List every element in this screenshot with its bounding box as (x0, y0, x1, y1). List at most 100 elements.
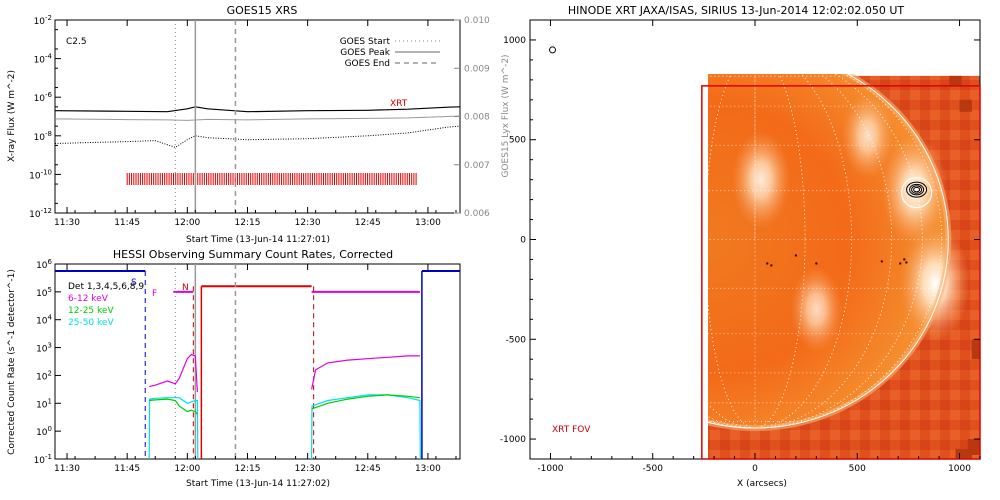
xrt-y-tick-label: -1000 (500, 435, 526, 445)
xrt-bright-region (841, 92, 894, 179)
hessi-series-layer (55, 264, 460, 460)
goes-yr-tick-label: 0.007 (464, 161, 490, 171)
goes-legend: GOES Start GOES Peak GOES End (340, 37, 440, 69)
hessi-x-tick-label: 12:00 (174, 464, 200, 474)
hessi-series-25-50-keV (311, 394, 421, 460)
xrt-offdisk-dark-block (955, 449, 972, 459)
xrt-offdisk-dark-block (971, 339, 980, 360)
goes-yr-tick-label: 0.008 (464, 113, 490, 123)
goes-yr-tick-label: 0.010 (464, 16, 490, 26)
goes-x-tick-label: 11:30 (54, 218, 80, 228)
goes-yr-tick-label: 0.009 (464, 64, 490, 74)
goes-ylabel-right: GOES15 Lyx Flux (W m^-2) (501, 54, 511, 177)
goes-legend-end: GOES End (345, 59, 390, 69)
hessi-y-tick-label: 10-1 (34, 453, 52, 466)
hessi-legend-6-12: 6-12 keV (68, 294, 109, 304)
hessi-x-tick-label: 12:15 (235, 464, 261, 474)
xrt-dark-spot (903, 258, 906, 261)
hessi-ylabel: Corrected Count Rate (s^-1 detector^-1) (7, 269, 17, 455)
xrt-y-tick-label: 0 (520, 236, 526, 246)
goes-ylabel-left: X-ray Flux (W m^-2) (7, 70, 17, 162)
goes-title: GOES15 XRS (227, 4, 298, 17)
goes-yr-tick-label: 0.006 (464, 209, 490, 219)
xrt-image (708, 74, 980, 459)
goes-series-lyman (54, 115, 461, 121)
goes-legend-start: GOES Start (340, 37, 391, 47)
goes-axes-layer: 11:30 11:45 12:00 12:15 12:30 12:45 13:00 10-12… (29, 14, 490, 228)
goes-xrt-times (126, 173, 417, 185)
xrt-dark-spot (766, 262, 769, 265)
hessi-x-tick-label: 13:00 (415, 464, 441, 474)
hessi-x-tick-label: 11:30 (54, 464, 80, 474)
xrt-y-tick-label: -500 (506, 335, 527, 345)
xrt-longitude-line (708, 74, 853, 429)
xrt-fov-label: XRT FOV (552, 425, 591, 435)
xrt-x-tick-label: 0 (752, 464, 758, 474)
hessi-legend-12-25: 12-25 keV (68, 306, 114, 316)
hessi-flag-s: S (131, 278, 137, 288)
xrt-bright-region (731, 130, 791, 229)
hessi-x-tick-label: 12:30 (295, 464, 321, 474)
goes-y-tick-label: 10-8 (34, 130, 52, 143)
hessi-y-tick-label: 106 (36, 258, 52, 271)
xrt-axes-layer: -1000 -500 0 500 1000 -1000 -500 0 500 1000 (500, 19, 981, 474)
hessi-y-tick-label: 101 (36, 397, 52, 410)
xrt-longitude-line (708, 74, 806, 429)
hessi-title: HESSI Observing Summary Count Rates, Cor… (113, 248, 393, 261)
goes-y-tick-label: 10-2 (34, 14, 52, 27)
goes-y-tick-label: 10-12 (29, 207, 52, 220)
goes-x-tick-label: 12:45 (355, 218, 381, 228)
xrt-fov-box (701, 85, 981, 460)
hessi-y-tick-label: 104 (36, 314, 52, 327)
xrt-region-circle (900, 177, 933, 209)
hessi-y-tick-label: 103 (36, 342, 52, 355)
xrt-dark-spot (815, 262, 818, 265)
xrt-contour (906, 181, 928, 198)
goes-series-layer (54, 20, 461, 213)
goes-x-tick-label: 12:30 (295, 218, 321, 228)
goes-x-tick-label: 13:00 (415, 218, 441, 228)
hessi-series-6-12-keV (149, 353, 198, 393)
goes-series-short (54, 125, 461, 148)
goes-xlabel: Start Time (13-Jun-14 11:27:01) (186, 235, 330, 245)
xrt-limb (708, 74, 949, 429)
hessi-y-tick-label: 100 (36, 425, 52, 438)
goes-series-long (54, 106, 461, 113)
goes-y-tick-label: 10-6 (34, 91, 53, 104)
goes-y-tick-label: 10-4 (34, 53, 53, 66)
xrt-title: HINODE XRT JAXA/ISAS, SIRIUS 13-Jun-2014… (568, 4, 905, 17)
goes-panel: GOES15 XRS 11:30 11:45 12:00 12:15 12:30 12:4… (7, 4, 511, 245)
goes-legend-peak: GOES Peak (340, 48, 390, 58)
hessi-series-12-25-keV (311, 394, 420, 410)
hessi-series-25-50-keV (148, 397, 199, 460)
goes-x-tick-label: 11:45 (114, 218, 140, 228)
xrt-panel: HINODE XRT JAXA/ISAS, SIRIUS 13-Jun-2014… (500, 4, 981, 489)
xrt-dark-spot (794, 254, 798, 257)
xrt-y-tick-label: 1000 (503, 36, 526, 46)
xrt-x-tick-label: -1000 (537, 464, 563, 474)
goes-x-tick-label: 12:00 (174, 218, 200, 228)
xrt-dark-spot (905, 261, 908, 264)
xrt-x-tick-label: 500 (849, 464, 866, 474)
xrt-x-tick-label: -500 (643, 464, 664, 474)
hessi-x-tick-label: 12:45 (355, 464, 381, 474)
hessi-y-tick-label: 102 (36, 369, 52, 382)
xrt-bright-region (790, 266, 843, 353)
hessi-flag-n: N (182, 283, 189, 293)
hessi-series-6-12-keV (311, 355, 420, 390)
xrt-contour (913, 186, 921, 193)
hessi-series-12-25-keV (149, 398, 198, 415)
hessi-x-tick-label: 11:45 (114, 464, 140, 474)
hessi-panel: HESSI Observing Summary Count Rates, Cor… (7, 248, 461, 489)
xrt-offdisk-dark-block (959, 99, 972, 112)
goes-class-label: C2.5 (66, 37, 87, 47)
goes-x-tick-label: 12:15 (235, 218, 261, 228)
hessi-flag-f: F (152, 289, 157, 299)
xrt-offdisk-dark-block (949, 75, 962, 86)
xrt-dark-spot (899, 262, 902, 265)
hessi-y-tick-label: 105 (36, 286, 52, 299)
xrt-bright-region (900, 225, 970, 342)
xrt-dark-spot (880, 260, 884, 263)
xrt-contour (911, 185, 923, 194)
